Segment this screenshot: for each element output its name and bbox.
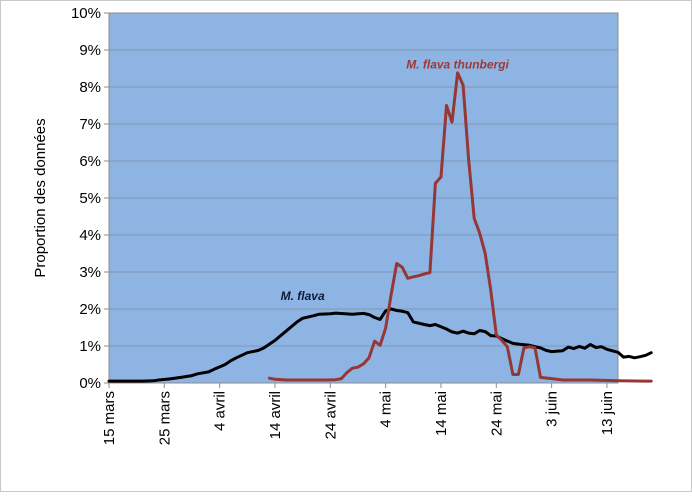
y-tick-label: 3% (79, 264, 101, 281)
series-labels: M. flava thunbergi M. flava (281, 58, 510, 303)
x-tick-label: 24 mai (488, 391, 505, 436)
x-tick-label: 3 juin (544, 391, 561, 427)
y-tick-label: 7% (79, 116, 101, 133)
x-tick-label: 14 avril (267, 391, 284, 439)
y-tick-label: 2% (79, 301, 101, 318)
x-tick-label: 4 avril (212, 391, 229, 431)
y-tick-label: 6% (79, 153, 101, 170)
y-axis-title: Proportion des données (32, 118, 49, 277)
y-tick-label: 10% (71, 5, 101, 22)
series-lines (107, 71, 653, 383)
x-tick-label: 14 mai (433, 391, 450, 436)
x-tick-label: 4 mai (378, 391, 395, 428)
x-tick-label: 24 avril (322, 391, 339, 439)
series-label-flava: M. flava (281, 289, 325, 303)
y-tick-label: 0% (79, 375, 101, 392)
y-tick-label: 5% (79, 190, 101, 207)
x-tick-label: 13 juin (599, 391, 616, 435)
y-tick-label: 4% (79, 227, 101, 244)
y-tick-label: 9% (79, 42, 101, 59)
y-tick-label: 8% (79, 79, 101, 96)
x-tick-label: 25 mars (156, 391, 173, 445)
series-line-thunbergi (267, 71, 653, 383)
x-tick-label: 15 mars (101, 391, 118, 445)
series-line-flava (107, 307, 653, 383)
y-tick-label: 1% (79, 338, 101, 355)
axes: 0% 1% 2% 3% 4% 5% 6% 7% 8% 9% 10% 15 mars 25 mars 4 a… (71, 5, 616, 445)
series-label-thunbergi: M. flava thunbergi (406, 58, 509, 72)
